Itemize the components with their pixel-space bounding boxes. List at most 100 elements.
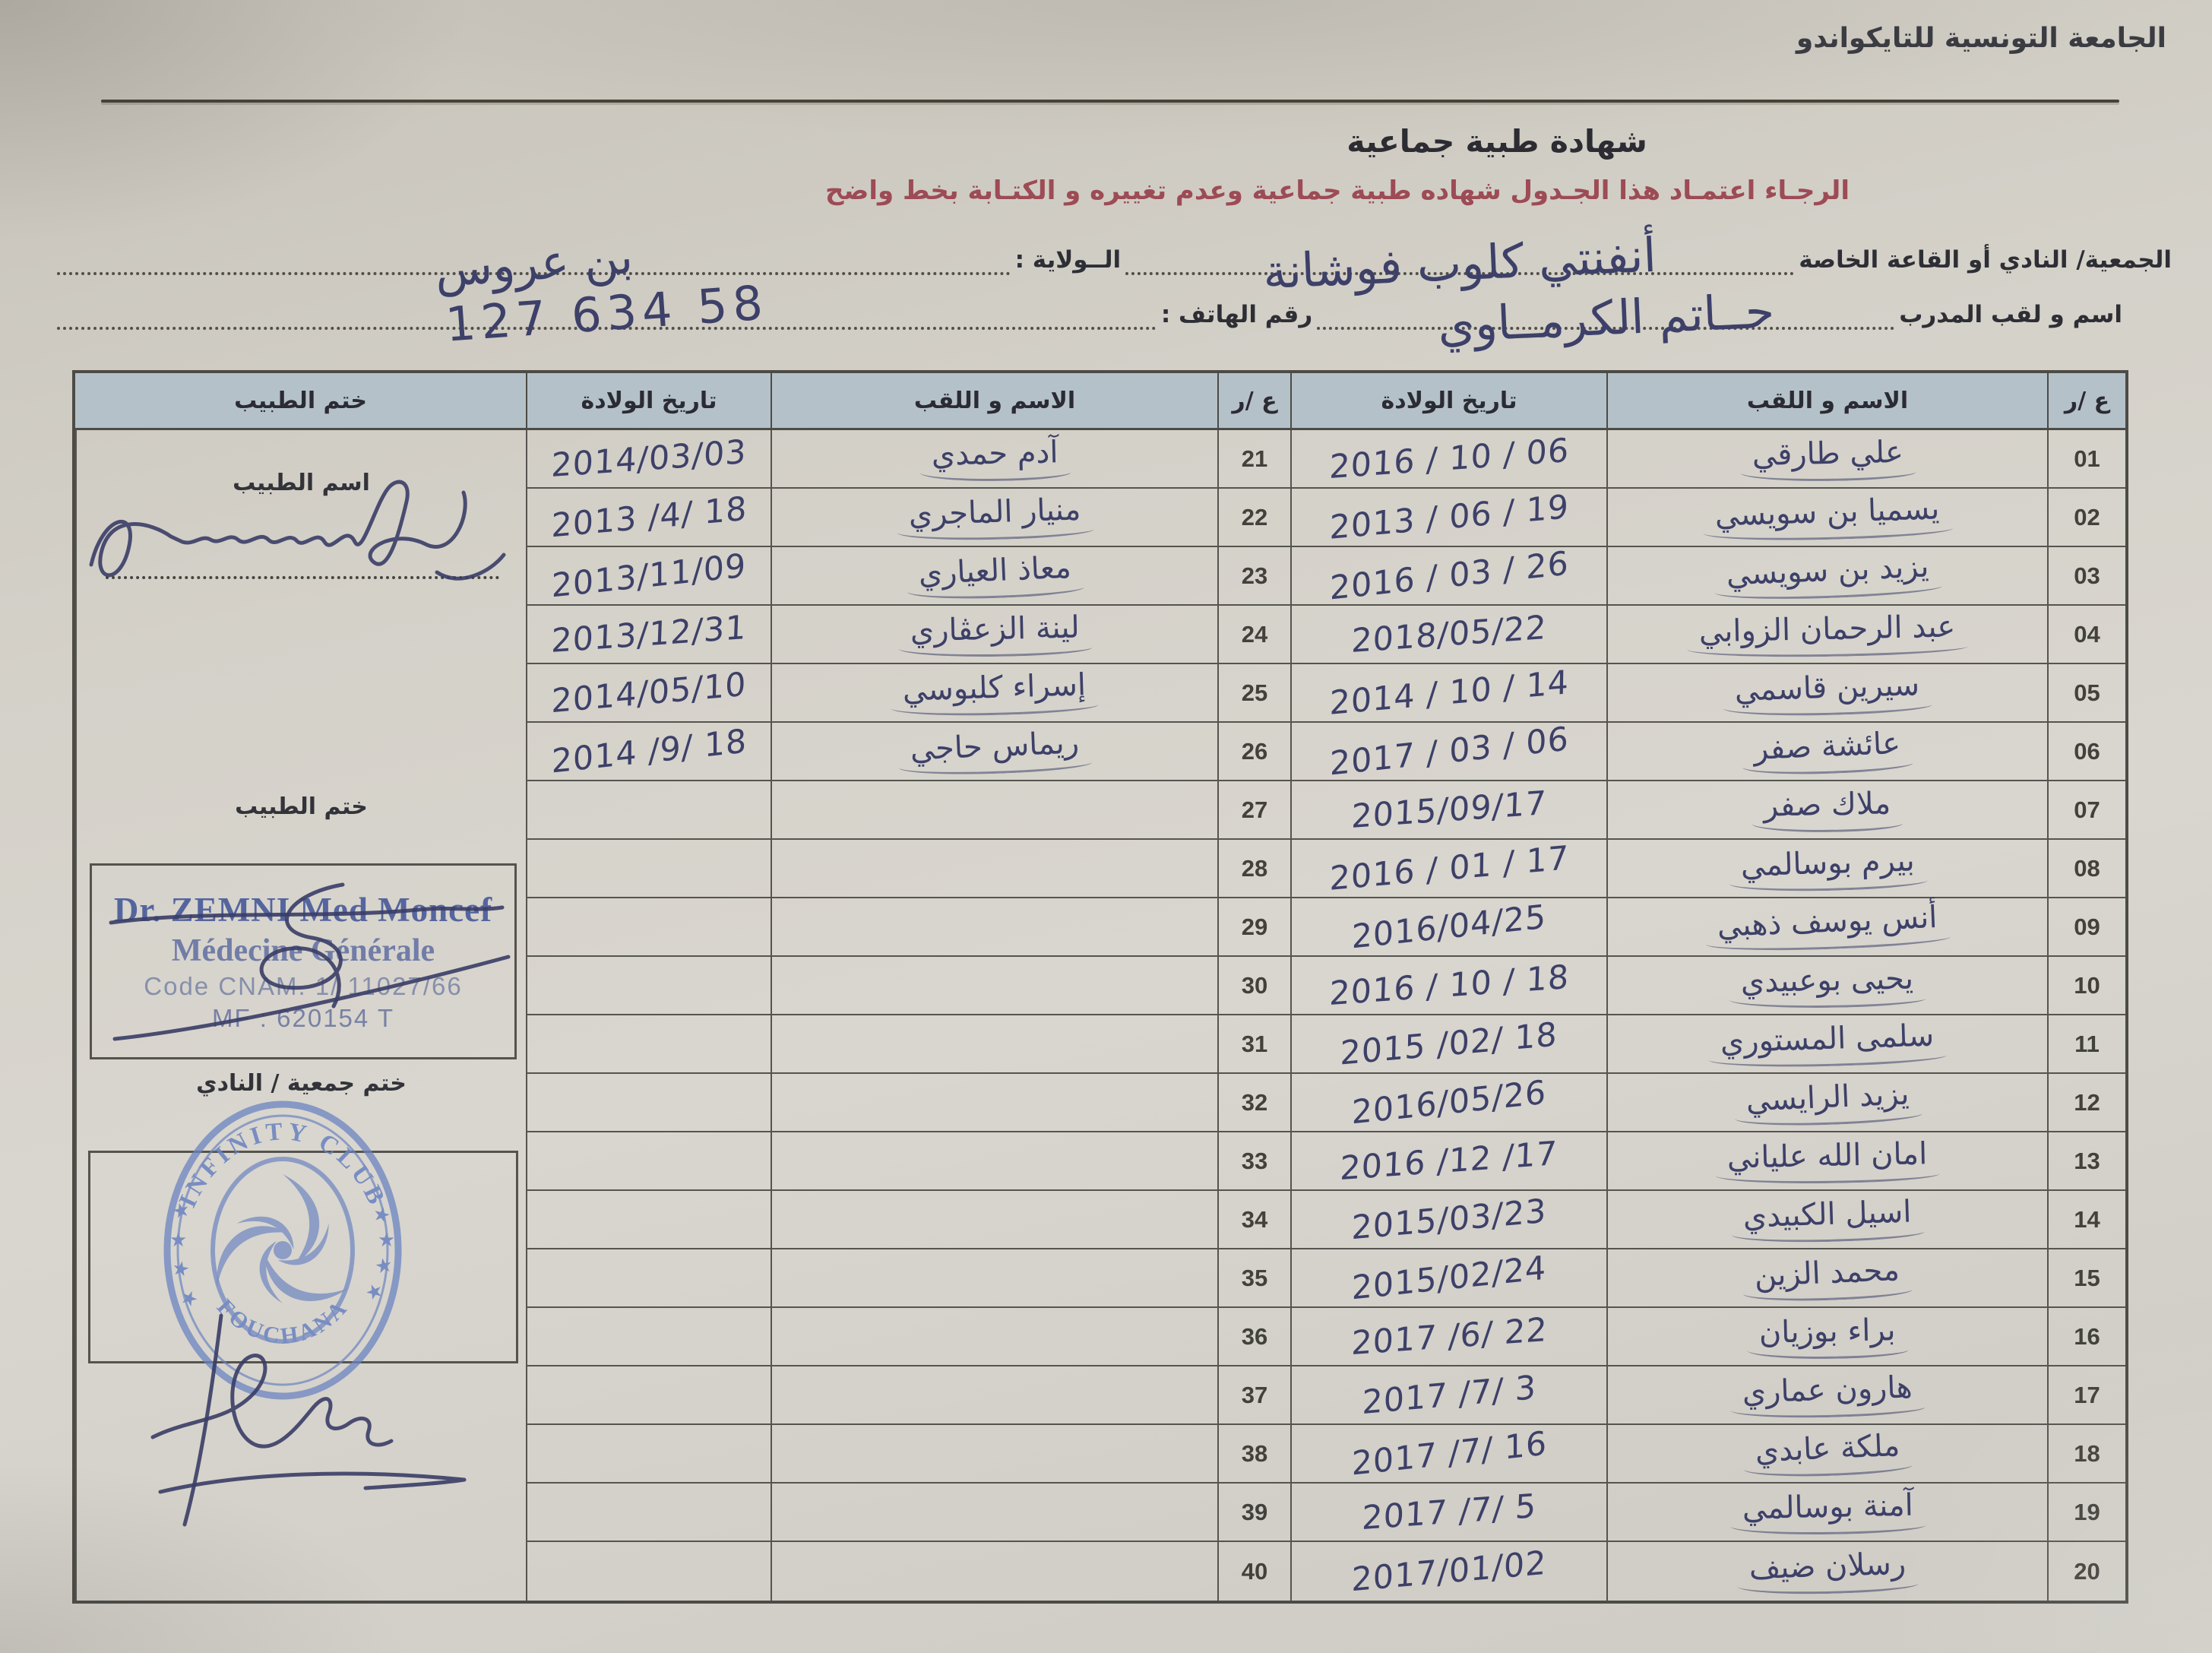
name-l-cell [771,1132,1217,1191]
num-l-cell: 35 [1217,1249,1290,1308]
date-r-cell: 2015/02/24 [1290,1249,1606,1308]
club-field: أنفنتي كلوب فوشانة [1125,225,1795,299]
phoenix-logo-icon [217,1174,349,1303]
birthdate-handwriting: 2016/05/26 [1351,1072,1547,1132]
birthdate-handwriting: 2015 /02/ 18 [1340,1015,1559,1073]
name-l-cell: آدم حمدي [771,430,1217,489]
date-l-cell [526,1074,771,1132]
num-r-cell: 06 [2047,723,2125,781]
athlete-name-handwriting: علي طارقي [1739,434,1916,483]
svg-text:★: ★ [378,1229,395,1252]
num-r-cell: 10 [2047,957,2125,1015]
birthdate-handwriting: 2017 /7/ 5 [1361,1487,1537,1537]
birthdate-handwriting: 2013/11/09 [551,546,747,606]
name-l-cell: منيار الماجري [771,489,1217,547]
phone-label: رقم الهاتف : [1160,301,1313,328]
name-l-cell [771,1074,1217,1132]
row-number: 31 [1241,1030,1268,1057]
date-r-cell: 2017/01/02 [1290,1542,1606,1601]
name-l-cell [771,781,1217,840]
date-l-cell [526,1191,771,1249]
row-number: 35 [1241,1264,1268,1291]
svg-text:★: ★ [169,1229,187,1252]
athlete-name-handwriting: سيرين قاسمي [1722,667,1933,719]
date-l-cell: 2013/12/31 [526,606,771,664]
date-r-cell: 2015/03/23 [1290,1191,1606,1249]
birthdate-handwriting: 2017/01/02 [1351,1544,1547,1599]
athlete-name-handwriting: منيار الماجري [895,491,1094,543]
date-l-cell [526,957,771,1015]
date-r-cell: 2015 /02/ 18 [1290,1015,1606,1074]
num-r-cell: 11 [2047,1015,2125,1074]
date-r-cell: 2016/05/26 [1290,1072,1606,1132]
header-name-right: الاسم و اللقب [1606,373,2047,430]
birthdate-handwriting: 2015/09/17 [1350,784,1548,836]
row-number: 21 [1241,445,1268,472]
date-r-cell: 2016 / 10 / 06 [1290,430,1606,489]
num-r-cell: 17 [2047,1366,2125,1425]
num-l-cell: 38 [1217,1425,1290,1484]
row-number: 34 [1241,1205,1268,1233]
header-doctor-stamp: ختم الطبيب [75,373,526,430]
date-l-cell: 2013 /4/ 18 [526,489,771,547]
date-r-cell: 2015/09/17 [1290,781,1606,840]
date-l-cell: 2014/03/03 [526,430,771,489]
wilaya-field: بن عروس [57,225,1011,298]
club-stamp-frame [88,1151,518,1363]
name-l-cell [771,1425,1217,1484]
birthdate-handwriting: 2014/05/10 [551,665,747,720]
num-r-cell: 08 [2047,840,2125,898]
date-l-cell [526,1308,771,1366]
date-r-cell: 2014 / 10 / 14 [1290,663,1606,723]
date-r-cell: 2018/05/22 [1290,606,1606,664]
name-r-cell: يزيد بن سويسي [1606,547,2047,606]
athlete-name-handwriting: سلمى المستوري [1707,1018,1948,1070]
row-number: 09 [2074,913,2100,940]
num-l-cell: 29 [1217,898,1290,957]
birthdate-handwriting: 2013 /4/ 18 [550,489,748,545]
num-l-cell: 27 [1217,781,1290,840]
doctor-name-label: اسم الطبيب [233,470,370,496]
athlete-name-handwriting: ملاك صفر [1751,785,1904,834]
name-l-cell [771,1366,1217,1425]
athlete-name-handwriting: عائشة صفر [1741,725,1914,777]
phone-field: 58 634 127 [57,274,1157,353]
athlete-name-handwriting: امان الله علياني [1714,1135,1941,1186]
num-r-cell: 18 [2047,1425,2125,1484]
red-notice: الرجـاء اعتمـاد هذا الجـدول شهاده طبية ج… [825,176,1850,206]
birthdate-handwriting: 2014/03/03 [550,432,748,485]
athlete-name-handwriting: يحيى بوعبيدي [1728,961,1927,1010]
date-l-cell [526,1015,771,1074]
num-l-cell: 33 [1217,1132,1290,1191]
num-r-cell: 15 [2047,1249,2125,1308]
birthdate-handwriting: 2014 / 10 / 14 [1328,663,1570,723]
row-number: 29 [1241,913,1268,940]
date-l-cell [526,781,771,840]
birthdate-handwriting: 2016/04/25 [1351,897,1547,957]
row-number: 24 [1241,620,1268,648]
name-r-cell: علي طارقي [1606,430,2047,489]
row-number: 01 [2074,445,2100,472]
row-number: 25 [1241,679,1268,706]
date-l-cell [526,1366,771,1425]
name-l-cell [771,1249,1217,1308]
row-number: 36 [1241,1322,1268,1350]
name-l-cell [771,957,1217,1015]
name-r-cell: عبد الرحمان الزوابي [1606,606,2047,664]
name-r-cell: سلمى المستوري [1606,1015,2047,1074]
name-r-cell: آمنة بوسالمي [1606,1484,2047,1542]
date-r-cell: 2016 / 01 / 17 [1290,839,1606,898]
date-l-cell [526,1249,771,1308]
athlete-name-handwriting: محمد الزين [1742,1252,1913,1304]
date-r-cell: 2017 /6/ 22 [1290,1308,1606,1366]
name-l-cell [771,1484,1217,1542]
coach-field: حــاتم الكرمــاوي [1317,280,1895,353]
row-number: 16 [2074,1322,2100,1350]
row-number: 07 [2074,796,2100,823]
document-title: شهادة طبية جماعية [1347,123,1647,160]
header-name-left: الاسم و اللقب [771,373,1217,430]
date-l-cell [526,898,771,957]
birthdate-handwriting: 2017 /7/ 16 [1351,1423,1547,1484]
date-l-cell [526,1542,771,1601]
